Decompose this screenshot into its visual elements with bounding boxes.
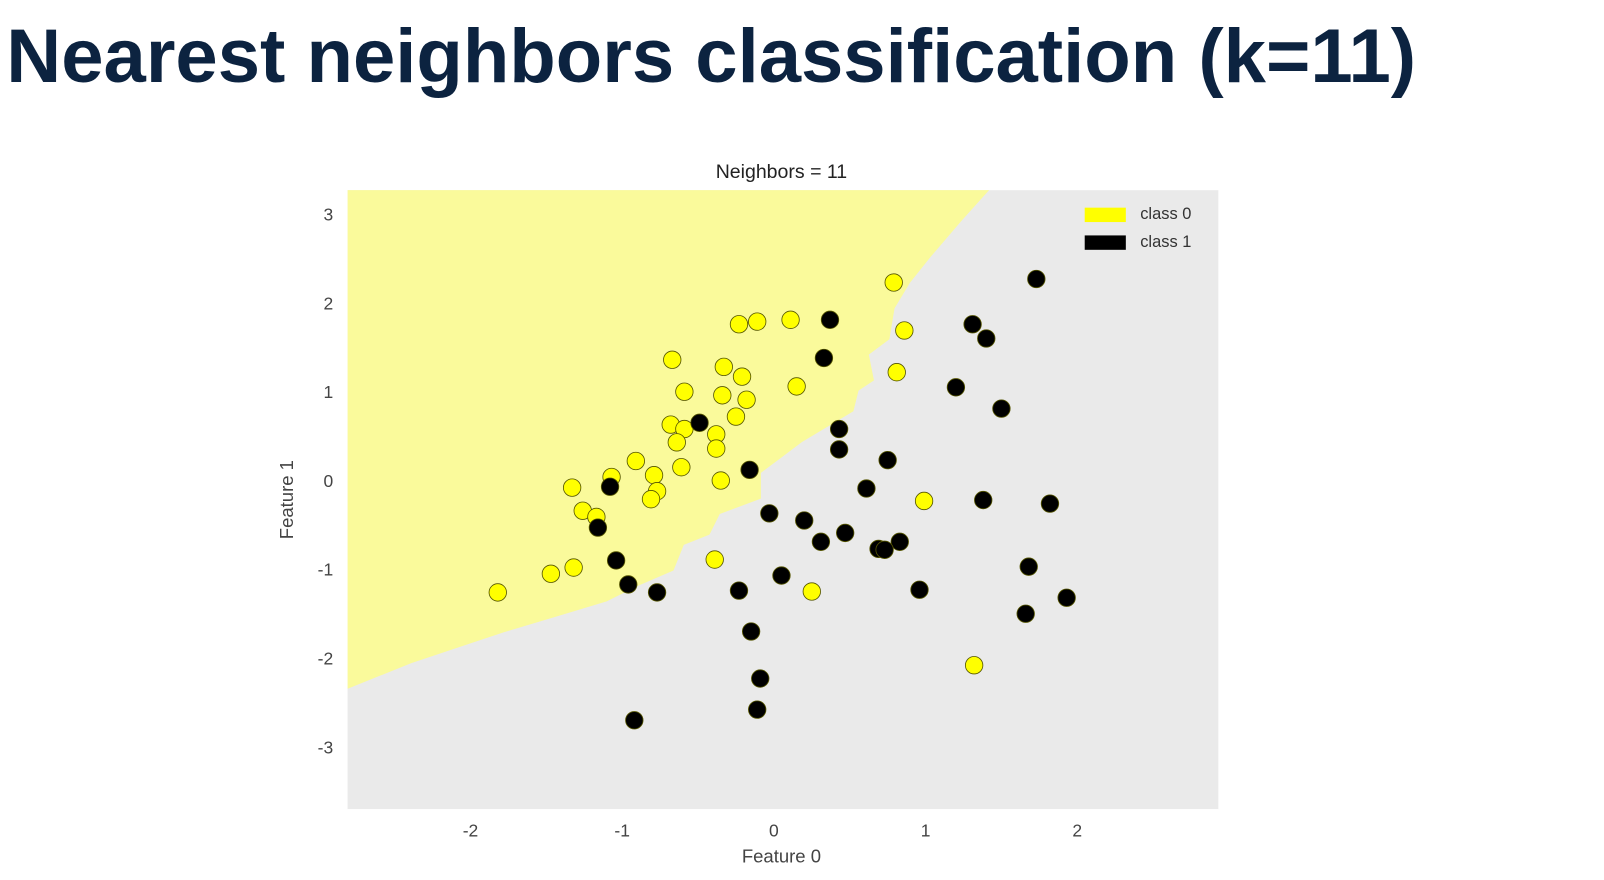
point [741, 622, 761, 641]
plot [347, 190, 1219, 810]
point [829, 419, 849, 439]
point [1019, 557, 1038, 576]
point [1057, 588, 1076, 607]
legend-swatch [1084, 207, 1126, 223]
point [1027, 269, 1046, 289]
x-tick-label: -1 [614, 820, 630, 840]
y-tick-label: 2 [323, 293, 333, 313]
point [802, 582, 821, 601]
legend-swatch [1084, 235, 1126, 250]
y-tick-label: 1 [323, 382, 333, 402]
point [772, 566, 791, 585]
point [726, 407, 746, 426]
point [787, 377, 806, 396]
legend-label: class 1 [1140, 233, 1191, 251]
point [663, 350, 682, 369]
point [760, 504, 779, 523]
point [667, 433, 686, 452]
point [795, 511, 814, 530]
point [811, 532, 831, 551]
x-tick-label: 1 [921, 820, 931, 840]
point [875, 540, 894, 559]
point [857, 479, 876, 498]
point [748, 700, 767, 719]
y-tick-label: 3 [323, 205, 333, 225]
point [647, 583, 667, 602]
point [705, 550, 724, 569]
point [878, 450, 897, 470]
point [887, 363, 906, 382]
point [626, 451, 645, 471]
point [946, 378, 966, 397]
point [588, 518, 608, 537]
legend-label: class 0 [1140, 205, 1191, 223]
point [690, 413, 709, 432]
point [711, 471, 730, 490]
y-tick-label: -3 [318, 737, 334, 757]
point [748, 312, 767, 331]
point [672, 458, 691, 477]
point [737, 390, 756, 409]
point [977, 329, 996, 348]
y-tick-label: -1 [318, 560, 334, 580]
point [890, 532, 909, 551]
point [729, 315, 749, 334]
point [562, 478, 582, 497]
point [884, 273, 903, 292]
point [606, 551, 626, 570]
point [564, 558, 583, 577]
point [751, 669, 770, 688]
point [707, 439, 726, 458]
point [964, 656, 984, 675]
point [781, 310, 800, 329]
point [963, 315, 982, 334]
point [910, 580, 929, 599]
x-axis-label: Feature 0 [742, 845, 821, 866]
point [541, 564, 561, 583]
point [829, 440, 849, 459]
x-tick-label: 2 [1072, 820, 1082, 840]
point [814, 348, 834, 368]
point [974, 490, 993, 510]
point [1040, 494, 1060, 513]
point [740, 460, 759, 480]
point [820, 310, 840, 329]
point [895, 321, 914, 340]
point [600, 477, 620, 496]
plot-title: Neighbors = 11 [716, 161, 847, 183]
x-tick-label: 0 [769, 820, 779, 840]
point [488, 583, 507, 602]
point [625, 711, 644, 730]
point [641, 490, 661, 509]
point [732, 367, 752, 386]
point [914, 491, 934, 511]
y-axis-label: Feature 1 [276, 460, 297, 539]
point [836, 523, 855, 543]
point [992, 399, 1011, 418]
point [713, 386, 732, 405]
point [714, 357, 733, 377]
x-tick-label: -2 [463, 820, 479, 840]
point [619, 575, 638, 594]
point [644, 466, 664, 485]
point [675, 382, 694, 401]
y-tick-label: 0 [323, 471, 333, 491]
y-tick-label: -2 [318, 649, 334, 669]
point [729, 581, 749, 600]
point [1016, 604, 1035, 623]
slide-title: Nearest neighbors classification (k=11) [6, 14, 1416, 99]
